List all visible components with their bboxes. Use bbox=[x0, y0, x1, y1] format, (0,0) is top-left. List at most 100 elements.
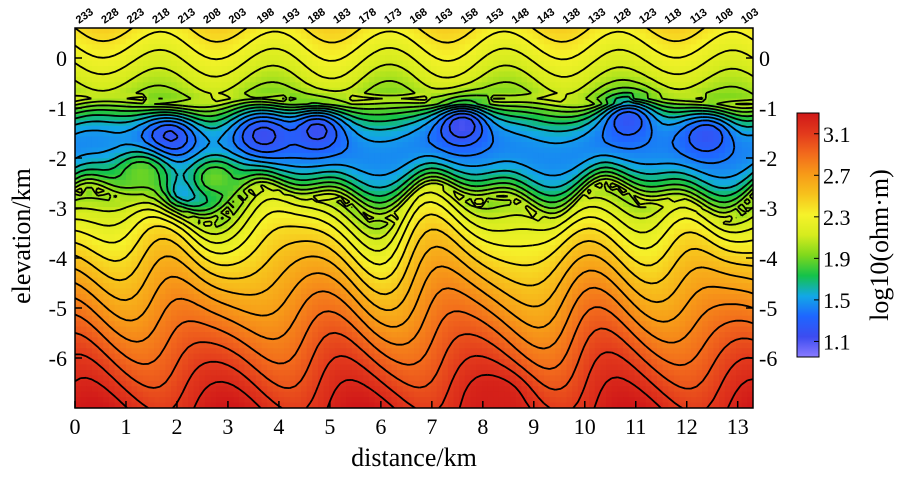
resistivity-cell bbox=[589, 82, 596, 89]
resistivity-cell bbox=[453, 223, 460, 230]
resistivity-cell bbox=[340, 228, 347, 235]
resistivity-cell bbox=[651, 201, 658, 208]
resistivity-cell bbox=[374, 60, 381, 67]
resistivity-cell bbox=[747, 120, 753, 127]
resistivity-cell bbox=[233, 212, 240, 219]
resistivity-cell bbox=[498, 109, 505, 116]
resistivity-cell bbox=[368, 152, 376, 159]
resistivity-cell bbox=[606, 163, 613, 170]
resistivity-cell bbox=[397, 158, 404, 165]
resistivity-cell bbox=[730, 218, 737, 225]
resistivity-cell bbox=[289, 28, 296, 35]
resistivity-cell bbox=[312, 228, 319, 235]
resistivity-cell bbox=[408, 218, 415, 225]
resistivity-cell bbox=[527, 131, 534, 138]
resistivity-cell bbox=[125, 49, 133, 56]
resistivity-cell bbox=[583, 152, 590, 159]
resistivity-cell bbox=[329, 163, 336, 170]
resistivity-cell bbox=[340, 136, 347, 143]
resistivity-cell bbox=[317, 114, 325, 121]
resistivity-cell bbox=[346, 196, 353, 203]
resistivity-cell bbox=[696, 201, 703, 208]
resistivity-cell bbox=[289, 212, 296, 219]
resistivity-cell bbox=[532, 223, 539, 230]
resistivity-cell bbox=[120, 38, 127, 45]
resistivity-cell bbox=[272, 239, 279, 246]
resistivity-cell bbox=[75, 82, 82, 89]
resistivity-cell bbox=[611, 33, 618, 40]
resistivity-cell bbox=[419, 163, 426, 170]
resistivity-cell bbox=[713, 142, 720, 149]
resistivity-cell bbox=[334, 136, 342, 143]
resistivity-cell bbox=[419, 109, 426, 116]
resistivity-cell bbox=[747, 87, 753, 94]
resistivity-cell bbox=[600, 87, 607, 94]
resistivity-cell bbox=[673, 239, 681, 246]
resistivity-cell bbox=[250, 169, 257, 176]
resistivity-cell bbox=[312, 212, 319, 219]
resistivity-cell bbox=[589, 55, 596, 62]
resistivity-cell bbox=[668, 93, 675, 100]
resistivity-cell bbox=[261, 147, 268, 154]
resistivity-cell bbox=[244, 82, 251, 89]
resistivity-cell bbox=[233, 239, 240, 246]
resistivity-cell bbox=[391, 109, 398, 116]
resistivity-cell bbox=[233, 169, 240, 176]
resistivity-cell bbox=[414, 136, 421, 143]
resistivity-cell bbox=[199, 228, 206, 235]
resistivity-cell bbox=[210, 60, 217, 67]
resistivity-cell bbox=[385, 250, 392, 257]
resistivity-cell bbox=[216, 120, 223, 127]
resistivity-cell bbox=[80, 142, 87, 149]
resistivity-cell bbox=[447, 76, 455, 83]
resistivity-cell bbox=[498, 142, 505, 149]
resistivity-cell bbox=[419, 223, 426, 230]
resistivity-cell bbox=[176, 136, 183, 143]
resistivity-cell bbox=[244, 71, 251, 78]
resistivity-cell bbox=[555, 185, 562, 192]
resistivity-cell bbox=[142, 55, 150, 62]
resistivity-cell bbox=[165, 60, 172, 67]
resistivity-cell bbox=[719, 218, 726, 225]
resistivity-cell bbox=[447, 131, 455, 138]
resistivity-cell bbox=[696, 185, 703, 192]
resistivity-cell bbox=[114, 136, 121, 143]
resistivity-cell bbox=[267, 38, 274, 45]
resistivity-cell bbox=[210, 180, 217, 187]
resistivity-cell bbox=[97, 60, 104, 67]
resistivity-cell bbox=[690, 223, 698, 230]
resistivity-cell bbox=[199, 239, 206, 246]
resistivity-cell bbox=[148, 234, 155, 241]
resistivity-cell bbox=[476, 228, 483, 235]
resistivity-cell bbox=[487, 250, 494, 257]
resistivity-cell bbox=[312, 125, 319, 132]
resistivity-cell bbox=[645, 142, 652, 149]
resistivity-cell bbox=[301, 136, 308, 143]
resistivity-cell bbox=[216, 125, 223, 132]
resistivity-cell bbox=[131, 250, 138, 257]
resistivity-cell bbox=[730, 71, 737, 78]
resistivity-cell bbox=[736, 76, 743, 83]
resistivity-cell bbox=[527, 87, 534, 94]
resistivity-cell bbox=[182, 82, 189, 89]
resistivity-cell bbox=[634, 38, 641, 45]
resistivity-cell bbox=[713, 245, 720, 252]
resistivity-cell bbox=[188, 76, 195, 83]
resistivity-cell bbox=[295, 28, 302, 35]
resistivity-cell bbox=[188, 120, 195, 127]
resistivity-cell bbox=[148, 228, 155, 235]
resistivity-cell bbox=[142, 93, 150, 100]
resistivity-cell bbox=[515, 180, 522, 187]
resistivity-cell bbox=[182, 55, 189, 62]
resistivity-cell bbox=[363, 185, 370, 192]
resistivity-cell bbox=[724, 190, 731, 197]
resistivity-cell bbox=[634, 147, 641, 154]
resistivity-cell bbox=[210, 196, 217, 203]
resistivity-cell bbox=[86, 234, 93, 241]
resistivity-cell bbox=[267, 55, 274, 62]
resistivity-cell bbox=[747, 201, 753, 208]
resistivity-cell bbox=[391, 33, 398, 40]
resistivity-cell bbox=[572, 212, 579, 219]
resistivity-cell bbox=[301, 218, 308, 225]
resistivity-cell bbox=[108, 201, 116, 208]
